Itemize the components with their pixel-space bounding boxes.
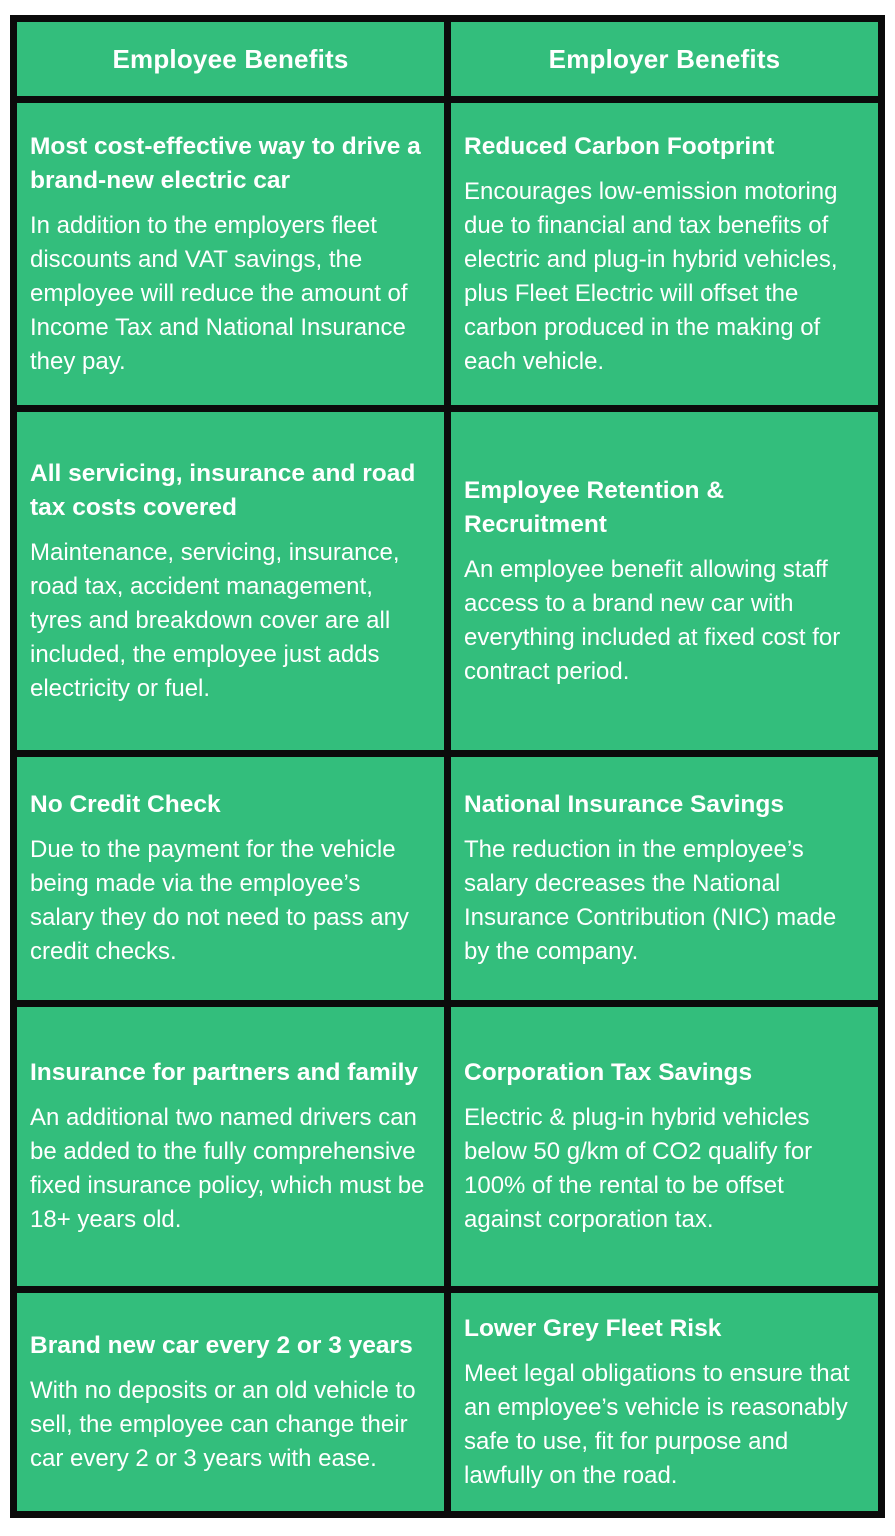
- column-header-employee-benefits: Employee Benefits: [17, 22, 444, 96]
- cell-employee-retention: Employee Retention & Recruitment An empl…: [451, 412, 878, 750]
- cell-no-credit-check: No Credit Check Due to the payment for t…: [17, 757, 444, 1000]
- employee-benefits-header-label: Employee Benefits: [112, 43, 349, 74]
- benefits-table: Employee Benefits Employer Benefits Most…: [10, 15, 885, 1518]
- cell-body: With no deposits or an old vehicle to se…: [30, 1376, 416, 1472]
- cell-body: Electric & plug-in hybrid vehicles below…: [464, 1104, 813, 1233]
- cell-body: Maintenance, servicing, insurance, road …: [30, 538, 400, 702]
- column-header-employer-benefits: Employer Benefits: [451, 22, 878, 96]
- cell-lower-grey-fleet-risk: Lower Grey Fleet Risk Meet legal obligat…: [451, 1293, 878, 1511]
- cell-reduced-carbon-footprint: Reduced Carbon Footprint Encourages low-…: [451, 103, 878, 405]
- cell-title: Brand new car every 2 or 3 years: [30, 1331, 413, 1359]
- cell-corporation-tax-savings: Corporation Tax Savings Electric & plug-…: [451, 1007, 878, 1286]
- cell-body: Meet legal obligations to ensure that an…: [464, 1359, 850, 1489]
- cell-title: Reduced Carbon Footprint: [464, 132, 775, 160]
- cell-body: An employee benefit allowing staff acces…: [464, 555, 841, 685]
- cell-all-servicing-covered: All servicing, insurance and road tax co…: [17, 412, 444, 750]
- cell-title: National Insurance Savings: [464, 791, 784, 818]
- cell-brand-new-car: Brand new car every 2 or 3 years With no…: [17, 1293, 444, 1511]
- cell-title: Insurance for partners and family: [30, 1059, 419, 1086]
- employer-benefits-header-label: Employer Benefits: [548, 43, 781, 74]
- cell-body: In addition to the employers fleet disco…: [30, 211, 408, 375]
- cell-national-insurance-savings: National Insurance Savings The reduction…: [451, 757, 878, 1000]
- cell-body: The reduction in the employee’s salary d…: [464, 836, 837, 965]
- cell-body: Due to the payment for the vehicle being…: [30, 836, 409, 965]
- cell-title: Most cost-effective way to drive a brand…: [30, 132, 421, 194]
- cell-title: Lower Grey Fleet Risk: [464, 1314, 722, 1342]
- cell-title: Corporation Tax Savings: [464, 1059, 753, 1086]
- cell-cost-effective: Most cost-effective way to drive a brand…: [17, 103, 444, 405]
- cell-title: No Credit Check: [30, 791, 221, 818]
- cell-insurance-partners-family: Insurance for partners and family An add…: [17, 1007, 444, 1286]
- cell-title: Employee Retention & Recruitment: [464, 476, 725, 538]
- cell-body: Encourages low-emission motoring due to …: [464, 177, 838, 375]
- cell-title: All servicing, insurance and road tax co…: [30, 459, 416, 521]
- cell-body: An additional two named drivers can be a…: [30, 1104, 425, 1233]
